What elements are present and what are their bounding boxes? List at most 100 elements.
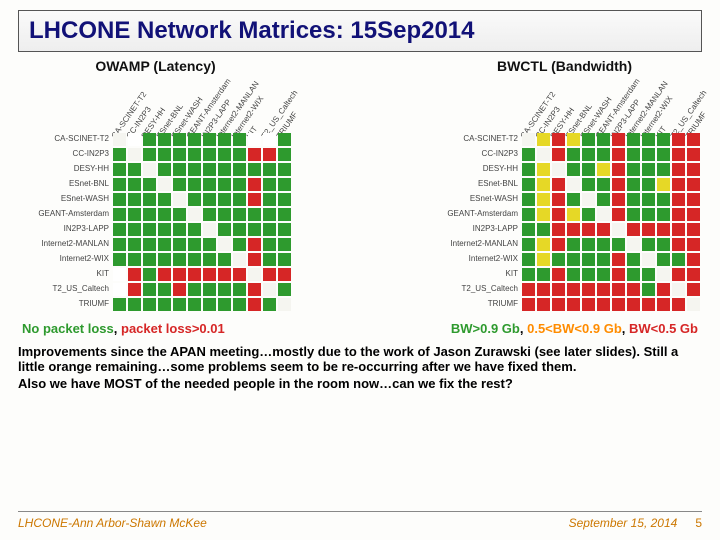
matrix-cell — [657, 268, 670, 281]
title-bar: LHCONE Network Matrices: 15Sep2014 — [18, 10, 702, 52]
matrix-cell — [597, 163, 610, 176]
matrix-cell — [143, 238, 156, 251]
matrix-cell — [522, 238, 535, 251]
matrix-cell — [248, 238, 261, 251]
matrix-cell — [113, 148, 126, 161]
matrix-cell — [143, 178, 156, 191]
matrix-cell — [612, 298, 625, 311]
matrix-cell — [552, 283, 565, 296]
matrix-cell — [612, 238, 625, 251]
matrix-cell — [567, 163, 580, 176]
matrix-cell — [143, 283, 156, 296]
matrix-cell — [113, 253, 126, 266]
matrix-cell — [263, 163, 276, 176]
matrix-cell — [188, 208, 201, 221]
matrix-cell — [597, 253, 610, 266]
matrix-cell — [672, 253, 685, 266]
matrix-cell — [203, 178, 216, 191]
matrix-cell — [582, 148, 595, 161]
matrix-cell — [188, 178, 201, 191]
matrix-cell — [203, 148, 216, 161]
matrix-cell — [642, 283, 655, 296]
matrix-cell — [567, 223, 580, 236]
matrix-cell — [627, 223, 640, 236]
legend-part: packet loss>0.01 — [121, 321, 225, 336]
matrix-cell — [113, 163, 126, 176]
matrix-cell — [642, 253, 655, 266]
matrix-cell — [143, 268, 156, 281]
matrix-cell — [263, 253, 276, 266]
matrix-cell — [233, 163, 246, 176]
matrix-cell — [278, 253, 291, 266]
matrix-cell — [537, 208, 550, 221]
matrix-cell — [113, 208, 126, 221]
matrix-cell — [657, 208, 670, 221]
row-label: ESnet-WASH — [427, 194, 518, 203]
matrix-cell — [567, 283, 580, 296]
footer: LHCONE-Ann Arbor-Shawn McKee September 1… — [18, 511, 702, 530]
matrix-cell — [627, 133, 640, 146]
bwctl-matrix: CA-SCINET-T2CC-IN2P3DESY-HHESnet-BNLESne… — [427, 78, 702, 313]
matrix-cell — [552, 298, 565, 311]
matrix-cell — [687, 268, 700, 281]
matrix-cell — [582, 223, 595, 236]
matrix-cell — [188, 298, 201, 311]
matrix-cell — [278, 133, 291, 146]
footer-date: September 15, 2014 — [569, 516, 678, 530]
matrix-cell — [597, 298, 610, 311]
matrix-cell — [537, 148, 550, 161]
matrix-cell — [143, 223, 156, 236]
matrix-cell — [173, 253, 186, 266]
matrix-cell — [158, 133, 171, 146]
matrix-cell — [537, 238, 550, 251]
matrix-cell — [278, 208, 291, 221]
matrix-cell — [537, 223, 550, 236]
matrix-cell — [582, 298, 595, 311]
matrix-cell — [537, 283, 550, 296]
row-label: DESY-HH — [427, 164, 518, 173]
matrix-cell — [173, 223, 186, 236]
matrix-cell — [597, 238, 610, 251]
matrix-cell — [218, 298, 231, 311]
matrix-cell — [552, 223, 565, 236]
matrix-cell — [113, 238, 126, 251]
row-label: CC-IN2P3 — [427, 149, 518, 158]
matrix-cell — [627, 163, 640, 176]
matrix-cell — [278, 193, 291, 206]
matrix-cell — [537, 193, 550, 206]
footer-left: LHCONE-Ann Arbor-Shawn McKee — [18, 516, 207, 530]
matrix-cell — [612, 193, 625, 206]
matrix-cell — [687, 298, 700, 311]
legend-part: BW<0.5 Gb — [629, 321, 698, 336]
matrix-cell — [233, 223, 246, 236]
matrix-cell — [687, 223, 700, 236]
legend-part: No packet loss — [22, 321, 114, 336]
matrix-cell — [173, 238, 186, 251]
row-label: KIT — [427, 269, 518, 278]
matrix-cell — [582, 163, 595, 176]
matrix-cell — [188, 283, 201, 296]
matrix-cell — [537, 268, 550, 281]
matrix-cell — [128, 283, 141, 296]
matrix-cell — [627, 178, 640, 191]
matrix-cell — [188, 253, 201, 266]
matrix-cell — [582, 178, 595, 191]
row-label: GEANT-Amsterdam — [18, 209, 109, 218]
matrix-cell — [218, 223, 231, 236]
matrix-cell — [263, 208, 276, 221]
matrix-cell — [113, 268, 126, 281]
matrix-cell — [158, 163, 171, 176]
matrix-cell — [687, 148, 700, 161]
matrix-cell — [627, 298, 640, 311]
matrix-cell — [143, 148, 156, 161]
matrix-cell — [642, 148, 655, 161]
row-label: ESnet-BNL — [427, 179, 518, 188]
row-label: CA-SCINET-T2 — [18, 134, 109, 143]
row-label: TRIUMF — [18, 299, 109, 308]
matrix-cell — [113, 283, 126, 296]
matrix-cell — [687, 253, 700, 266]
matrix-cell — [128, 163, 141, 176]
matrix-cell — [522, 253, 535, 266]
matrix-cell — [128, 193, 141, 206]
matrix-cell — [612, 178, 625, 191]
